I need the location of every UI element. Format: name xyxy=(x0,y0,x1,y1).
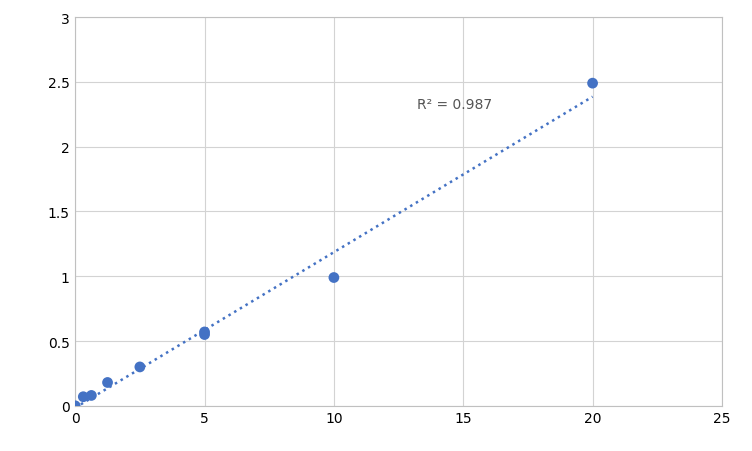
Point xyxy=(328,274,340,281)
Point xyxy=(199,331,211,338)
Point xyxy=(85,392,98,399)
Point xyxy=(199,329,211,336)
Point xyxy=(69,402,81,410)
Point xyxy=(134,364,146,371)
Point xyxy=(587,80,599,87)
Text: R² = 0.987: R² = 0.987 xyxy=(417,97,492,111)
Point xyxy=(102,379,114,386)
Point xyxy=(77,393,89,400)
